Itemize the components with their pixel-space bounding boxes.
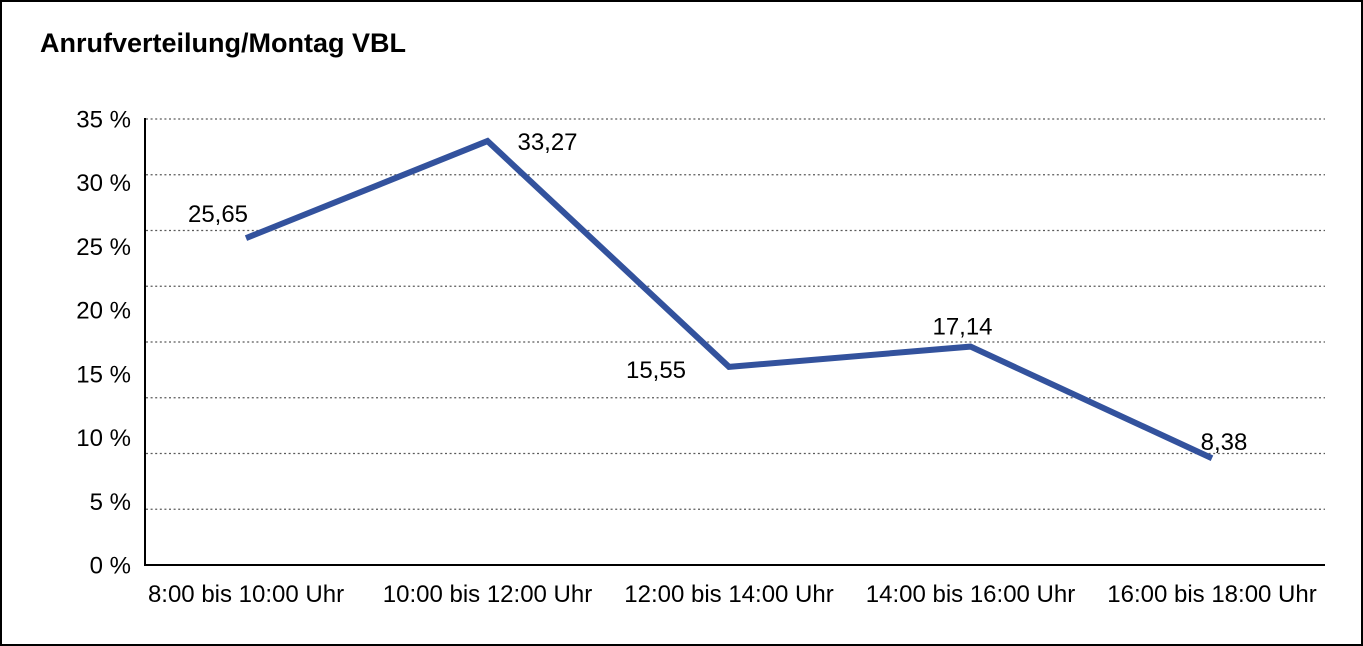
y-tick-label: 15 % [76, 361, 131, 388]
y-tick-label: 20 % [76, 298, 131, 325]
x-category-label: 14:00 bis 16:00 Uhr [866, 581, 1075, 608]
x-category-label: 10:00 bis 12:00 Uhr [383, 581, 592, 608]
y-tick-label: 5 % [90, 489, 131, 516]
point-value-label: 15,55 [626, 357, 686, 384]
point-value-label: 33,27 [517, 129, 577, 156]
y-tick-label: 25 % [76, 234, 131, 261]
y-tick-label: 30 % [76, 170, 131, 197]
point-value-label: 17,14 [932, 314, 992, 341]
x-category-label: 8:00 bis 10:00 Uhr [148, 581, 344, 608]
y-tick-label: 10 % [76, 425, 131, 452]
y-tick-label: 0 % [90, 553, 131, 580]
series-line [244, 137, 1214, 461]
chart-title: Anrufverteilung/Montag VBL [40, 28, 406, 58]
x-category-label: 16:00 bis 18:00 Uhr [1107, 581, 1316, 608]
x-category-label: 12:00 bis 14:00 Uhr [624, 581, 833, 608]
y-tick-label: 35 % [76, 107, 131, 134]
point-value-label: 25,65 [188, 201, 248, 228]
point-value-label: 8,38 [1201, 429, 1248, 456]
